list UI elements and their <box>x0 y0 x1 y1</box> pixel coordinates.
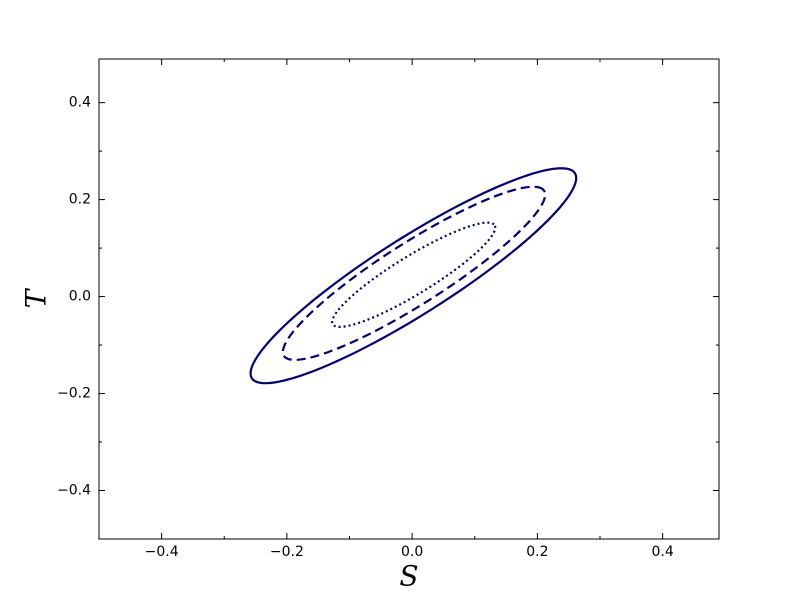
x-tick-label: −0.2 <box>270 544 304 560</box>
x-axis-label: S <box>399 560 418 593</box>
contour-line <box>249 167 578 385</box>
y-axis-label: T <box>20 287 53 308</box>
y-tick-label: 0.4 <box>69 95 91 111</box>
contour-line <box>331 221 497 329</box>
axes-frame <box>98 58 720 540</box>
y-tick-label: −0.4 <box>57 483 91 499</box>
plot-area <box>208 148 619 410</box>
y-tick-label: 0.2 <box>69 192 91 208</box>
x-tick-label: 0.4 <box>652 544 674 560</box>
x-tick-label: 0.0 <box>401 544 423 560</box>
x-tick-label: −0.4 <box>145 544 179 560</box>
x-tick-label: 0.2 <box>526 544 548 560</box>
y-tick-label: −0.2 <box>57 386 91 402</box>
contour-line <box>281 185 547 361</box>
y-tick-label: 0.0 <box>69 289 91 305</box>
density-fill <box>408 275 419 282</box>
